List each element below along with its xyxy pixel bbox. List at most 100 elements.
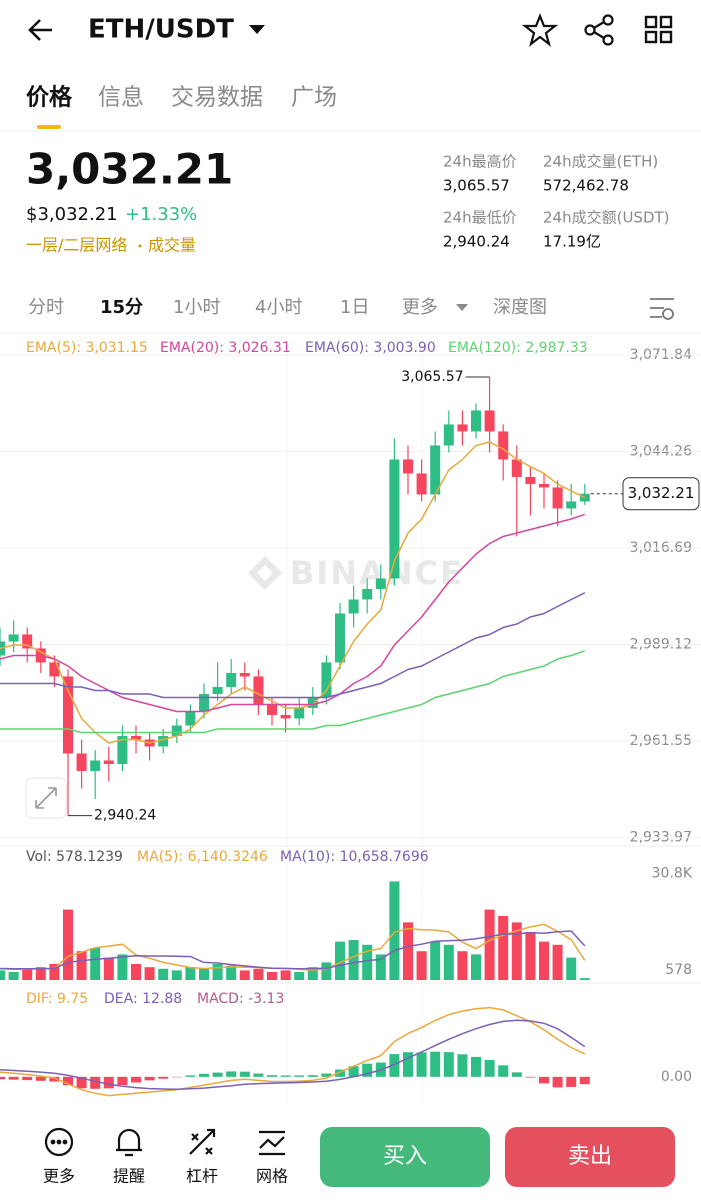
macd-bar (348, 1066, 359, 1077)
stat-value: 3,065.57 (443, 177, 510, 195)
volume-bar (484, 909, 495, 980)
macd-bar (76, 1076, 87, 1089)
tag[interactable]: 成交量 (148, 236, 196, 255)
legend-label: DIF: 9.75 (26, 991, 88, 1007)
candle-body (90, 760, 101, 771)
buy-label[interactable]: 买入 (383, 1144, 427, 1169)
macd-bar (280, 1075, 291, 1077)
macd-bar (144, 1076, 155, 1081)
tab[interactable]: 广场 (291, 85, 337, 111)
expand-button[interactable] (25, 777, 67, 819)
grid-icon[interactable] (644, 15, 673, 44)
interval-tab[interactable]: 4小时 (255, 297, 302, 318)
volume-bar (0, 970, 5, 980)
nav-label[interactable]: 提醒 (113, 1167, 145, 1186)
nav-label[interactable]: 更多 (43, 1167, 75, 1186)
volume-bar (49, 964, 60, 980)
tab[interactable]: 交易数据 (171, 85, 263, 111)
favorite-icon[interactable] (521, 13, 559, 47)
candle-body (63, 676, 73, 754)
candle-body (348, 599, 359, 614)
interval-tab[interactable]: 15分 (100, 297, 143, 318)
macd-bar (362, 1063, 373, 1077)
volume-bar (525, 932, 536, 980)
macd-bar (552, 1076, 563, 1088)
settings-icon[interactable] (650, 298, 674, 320)
share-icon[interactable] (584, 14, 614, 46)
macd-bar (35, 1076, 46, 1081)
legend-label: MA(10): 10,658.7696 (280, 849, 429, 865)
macd-bar (525, 1076, 536, 1078)
stat-value: 572,462.78 (543, 177, 629, 195)
macd-bar (253, 1073, 264, 1077)
indicator-line (0, 1019, 586, 1091)
volume-bar (280, 970, 291, 980)
macd-bar (307, 1075, 318, 1077)
stat-label: 24h成交额(USDT) (543, 209, 670, 227)
volume-bar (226, 965, 237, 980)
macd-bar (321, 1073, 332, 1077)
interval-tab[interactable]: 1小时 (173, 297, 220, 318)
volume-bar (103, 957, 114, 980)
stat-label: 24h最低价 (443, 209, 517, 227)
grid-bot-icon[interactable] (259, 1130, 285, 1156)
volume-bar (511, 922, 522, 980)
tab[interactable]: 信息 (98, 85, 144, 111)
volume-bar (375, 954, 386, 980)
interval-tab[interactable]: 分时 (28, 297, 64, 318)
volume-bar (403, 922, 413, 980)
back-button[interactable] (28, 19, 52, 41)
sell-button[interactable] (505, 1127, 675, 1187)
volume-bar (471, 954, 481, 980)
volume-bar (362, 944, 373, 980)
macd-bar (539, 1076, 549, 1084)
macd-bar (239, 1071, 250, 1077)
macd-bar (226, 1071, 237, 1077)
more-icon[interactable] (44, 1127, 74, 1157)
candle-body (579, 493, 590, 502)
interval-tab[interactable]: 1日 (340, 297, 369, 318)
macd-bar (457, 1054, 468, 1077)
macd-bar (8, 1076, 19, 1080)
candle-body (498, 431, 509, 460)
macd-bar (389, 1054, 400, 1077)
stat-label: 24h成交量(ETH) (543, 153, 658, 171)
macd-bar (416, 1052, 427, 1077)
tab[interactable]: 价格 (26, 84, 73, 111)
macd-bar (63, 1076, 73, 1086)
macd-bar (484, 1059, 495, 1077)
more-dropdown[interactable] (456, 304, 468, 311)
candle-body (511, 459, 522, 477)
macd-bar (103, 1076, 114, 1089)
sell-label[interactable]: 卖出 (568, 1144, 612, 1169)
volume-bar (457, 951, 468, 980)
volume-bar (199, 968, 209, 980)
volume-bar (321, 962, 332, 980)
volume-bar (22, 968, 33, 980)
macd-bar (22, 1076, 33, 1081)
volume-bar (35, 967, 46, 980)
macd-bar (158, 1076, 169, 1079)
volume-bar (185, 967, 196, 980)
candle-body (212, 686, 223, 694)
candle-body (416, 473, 427, 495)
interval-tab[interactable]: 深度图 (493, 297, 547, 318)
nav-label[interactable]: 网格 (256, 1167, 288, 1186)
candle-body (335, 613, 345, 663)
alert-icon[interactable] (116, 1128, 142, 1157)
legend-label: MACD: -3.13 (197, 991, 284, 1007)
pair-dropdown[interactable] (249, 25, 265, 34)
indicator-line (0, 930, 586, 970)
usd-price: $3,032.21 (26, 204, 118, 225)
volume-bar (158, 968, 169, 980)
candle-body (471, 410, 481, 432)
interval-tab[interactable]: 更多 (402, 297, 438, 318)
pair-title[interactable]: ETH/USDT (88, 15, 234, 45)
tag[interactable]: 一层/二层网络 (26, 236, 127, 255)
macd-bar (212, 1072, 223, 1077)
indicator-line (0, 650, 586, 734)
leverage-icon[interactable] (189, 1128, 216, 1155)
nav-label[interactable]: 杠杆 (186, 1167, 218, 1186)
buy-button[interactable] (320, 1127, 490, 1187)
